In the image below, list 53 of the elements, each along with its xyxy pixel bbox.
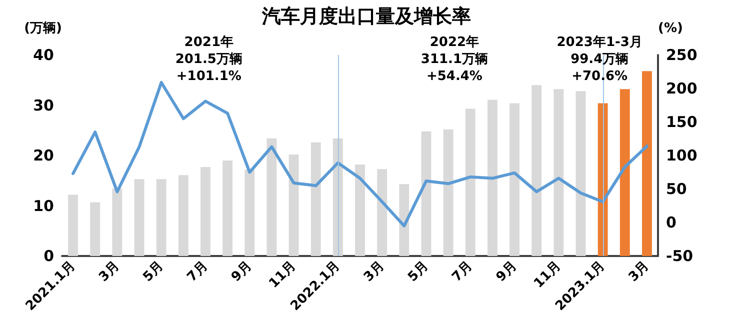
bar <box>288 154 299 256</box>
bar <box>222 160 233 256</box>
bar <box>200 167 210 256</box>
bar <box>266 138 277 256</box>
bar <box>68 194 78 256</box>
bar <box>642 71 652 256</box>
x-tick-label: 3月 <box>626 258 652 285</box>
y2-tick-label: 250 <box>666 46 698 64</box>
line-series <box>72 80 648 228</box>
x-tick-label: 5月 <box>405 258 432 285</box>
y2-tick-label: 100 <box>666 146 698 164</box>
bar <box>576 91 586 256</box>
bar <box>399 184 410 256</box>
y-tick-label: 0 <box>44 247 54 265</box>
y2-tick-label: 50 <box>666 180 687 198</box>
y2-axis-title: (%) <box>658 21 683 36</box>
bar <box>421 131 432 256</box>
y2-tick-label: 200 <box>666 80 698 98</box>
x-tick-label: 3月 <box>96 258 122 285</box>
annotation: 2022年 311.1万辆 +54.4% <box>420 35 488 84</box>
y-axis-title: (万辆) <box>24 21 62 36</box>
chart-title: 汽车月度出口量及增长率 <box>261 6 471 28</box>
y2-tick-label: -50 <box>666 247 694 265</box>
y2-tick-label: 0 <box>666 214 676 232</box>
bar <box>90 202 100 256</box>
bar <box>554 89 564 256</box>
x-tick-label: 5月 <box>140 258 167 285</box>
y2-tick-label: 150 <box>666 113 698 131</box>
bar <box>244 170 255 256</box>
x-tick-label: 9月 <box>228 258 255 285</box>
annotation: 2023年1-3月 99.4万辆 +70.6% <box>556 35 642 84</box>
bar <box>443 129 454 256</box>
bar <box>355 164 365 256</box>
bar <box>134 179 144 256</box>
x-tick-label: 9月 <box>494 258 520 285</box>
bar <box>156 179 166 256</box>
annotation: 2021年 201.5万辆 +101.1% <box>175 35 242 84</box>
bar <box>377 169 388 256</box>
y-tick-label: 40 <box>33 46 54 64</box>
y-tick-label: 10 <box>33 196 54 215</box>
bar <box>178 175 188 256</box>
x-tick-label: 7月 <box>449 258 476 285</box>
y-tick-label: 30 <box>33 96 54 114</box>
bar <box>465 108 476 256</box>
bar <box>532 85 542 256</box>
bar <box>310 142 321 256</box>
bar <box>510 103 520 256</box>
bar <box>620 89 630 256</box>
x-tick-label: 7月 <box>184 258 211 285</box>
x-tick-label: 3月 <box>361 258 388 285</box>
bar <box>112 188 122 256</box>
y-tick-label: 20 <box>33 146 54 164</box>
bar <box>487 100 498 256</box>
